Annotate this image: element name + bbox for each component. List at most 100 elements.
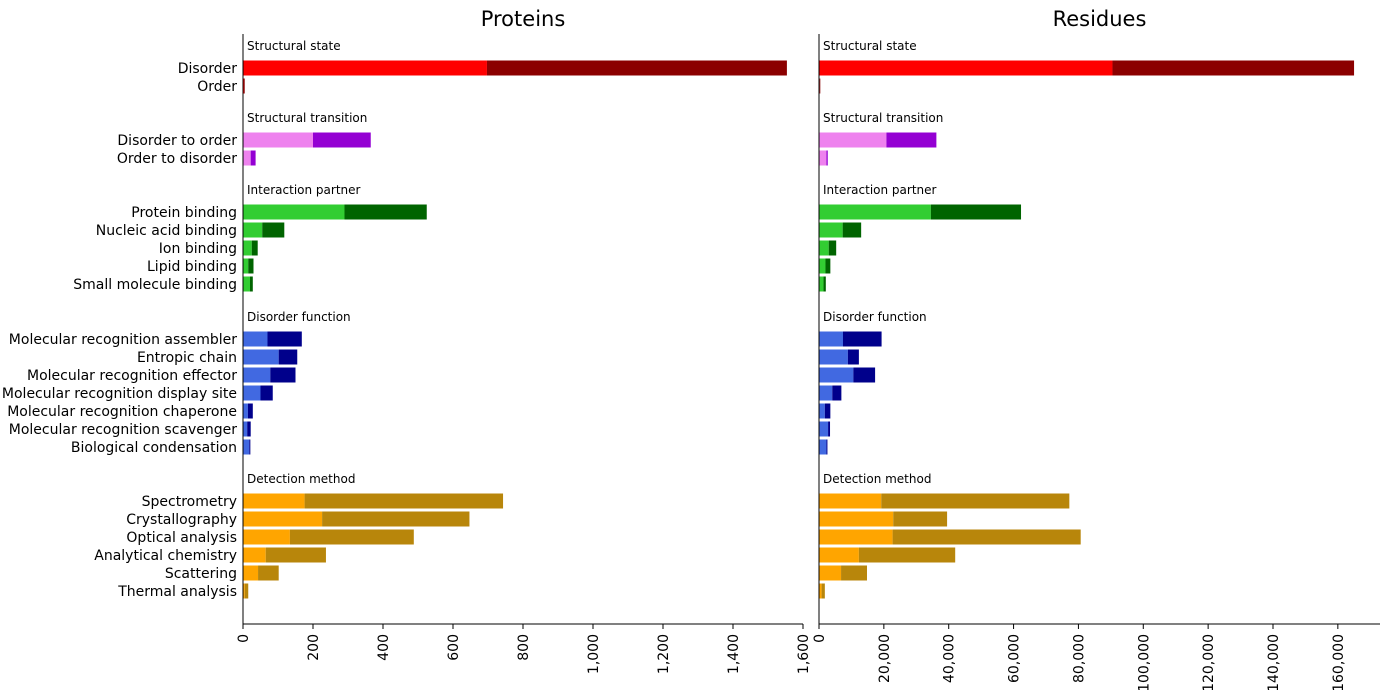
bar-segment-dark — [304, 493, 504, 509]
bar-segment-light — [819, 583, 822, 599]
group-label: Structural transition — [823, 111, 943, 125]
bar-segment-dark — [289, 529, 414, 545]
bar-segment-dark — [819, 78, 821, 94]
category-label: Biological condensation — [71, 440, 237, 456]
bar-segment-dark — [853, 367, 876, 383]
group-label: Detection method — [823, 472, 931, 486]
bar-segment-light — [243, 150, 251, 166]
bar-segment-light — [819, 493, 882, 509]
bar-segment-dark — [858, 547, 956, 563]
bar-segment-dark — [892, 529, 1081, 545]
bar-segment-light — [819, 529, 893, 545]
bar-segment-dark — [251, 240, 258, 256]
x-tick-label: 200 — [306, 634, 322, 661]
bar-segment-dark — [250, 276, 253, 292]
group-label: Structural state — [247, 39, 341, 53]
bar-segment-dark — [842, 331, 882, 347]
bar-segment-light — [819, 385, 833, 401]
category-label: Spectrometry — [142, 494, 237, 510]
bar-segment-light — [243, 204, 345, 220]
bar-segment-light — [243, 349, 279, 365]
x-tick-label: 1,600 — [796, 634, 812, 674]
bar-segment-dark — [824, 403, 831, 419]
x-tick-label: 0 — [236, 634, 252, 643]
bar-segment-dark — [886, 132, 937, 148]
x-tick-label: 1,400 — [726, 634, 742, 674]
bar-segment-light — [243, 421, 248, 437]
x-tick-label: 160,000 — [1331, 634, 1347, 690]
bar-segment-light — [819, 331, 843, 347]
bar-segment-light — [819, 565, 842, 581]
bar-segment-light — [243, 565, 259, 581]
bar-segment-light — [243, 529, 290, 545]
bar-segment-dark — [828, 421, 831, 437]
category-label: Crystallography — [126, 512, 237, 528]
bar-segment-dark — [823, 276, 826, 292]
bar-segment-dark — [278, 349, 298, 365]
bar-segment-dark — [250, 150, 256, 166]
bar-segment-dark — [821, 583, 825, 599]
bar-segment-light — [819, 349, 848, 365]
category-label: Molecular recognition assembler — [9, 332, 237, 348]
group-label: Structural state — [823, 39, 917, 53]
bar-segment-dark — [267, 331, 302, 347]
bar-segment-dark — [247, 403, 253, 419]
bar-segment-dark — [826, 439, 828, 455]
bar-segment-dark — [262, 222, 285, 238]
category-label: Molecular recognition chaperone — [7, 404, 237, 420]
x-tick-label: 140,000 — [1266, 634, 1282, 690]
x-tick-label: 1,200 — [656, 634, 672, 674]
x-tick-label: 600 — [446, 634, 462, 661]
x-tick-label: 100,000 — [1136, 634, 1152, 690]
category-label: Molecular recognition scavenger — [9, 422, 237, 438]
group-label: Structural transition — [247, 111, 367, 125]
category-label: Order to disorder — [117, 151, 237, 167]
bar-segment-dark — [258, 565, 279, 581]
bar-segment-light — [819, 367, 854, 383]
bar-segment-dark — [344, 204, 427, 220]
bar-segment-dark — [930, 204, 1022, 220]
bar-segment-light — [243, 132, 313, 148]
bar-segment-light — [243, 60, 487, 76]
group-label: Interaction partner — [823, 183, 937, 197]
category-label: Lipid binding — [147, 259, 237, 275]
group-label: Interaction partner — [247, 183, 361, 197]
bar-segment-dark — [260, 385, 273, 401]
x-tick-label: 0 — [812, 634, 828, 643]
chart-title: Proteins — [481, 7, 566, 31]
category-label: Nucleic acid binding — [96, 223, 237, 239]
x-tick-label: 20,000 — [877, 634, 893, 683]
bar-segment-dark — [247, 421, 251, 437]
bar-segment-dark — [825, 258, 831, 274]
bar-segment-light — [819, 150, 827, 166]
bar-segment-light — [819, 240, 829, 256]
bar-segment-light — [243, 240, 252, 256]
group-label: Disorder function — [823, 310, 927, 324]
bar-segment-light — [243, 583, 245, 599]
bar-segment-dark — [847, 349, 859, 365]
category-label: Analytical chemistry — [94, 548, 237, 564]
x-tick-label: 800 — [516, 634, 532, 661]
x-tick-label: 60,000 — [1007, 634, 1023, 683]
category-label: Protein binding — [131, 205, 237, 221]
category-label: Molecular recognition effector — [27, 368, 237, 384]
bar-segment-light — [819, 204, 931, 220]
bar-segment-light — [243, 78, 245, 94]
bar-segment-light — [243, 547, 266, 563]
category-label: Disorder to order — [117, 133, 237, 149]
bar-segment-light — [243, 511, 323, 527]
bar-segment-light — [819, 60, 1113, 76]
bar-segment-dark — [841, 565, 867, 581]
bar-segment-dark — [832, 385, 842, 401]
bar-segment-light — [243, 258, 249, 274]
bar-segment-light — [819, 439, 827, 455]
x-tick-label: 80,000 — [1071, 634, 1087, 683]
x-tick-label: 400 — [376, 634, 392, 661]
group-label: Disorder function — [247, 310, 351, 324]
x-tick-label: 40,000 — [942, 634, 958, 683]
chart-title: Residues — [1053, 7, 1147, 31]
residues-panel: Residues Structural state Structural trans… — [812, 7, 1380, 690]
bar-segment-dark — [893, 511, 948, 527]
bar-segment-dark — [322, 511, 470, 527]
bar-segment-dark — [881, 493, 1070, 509]
